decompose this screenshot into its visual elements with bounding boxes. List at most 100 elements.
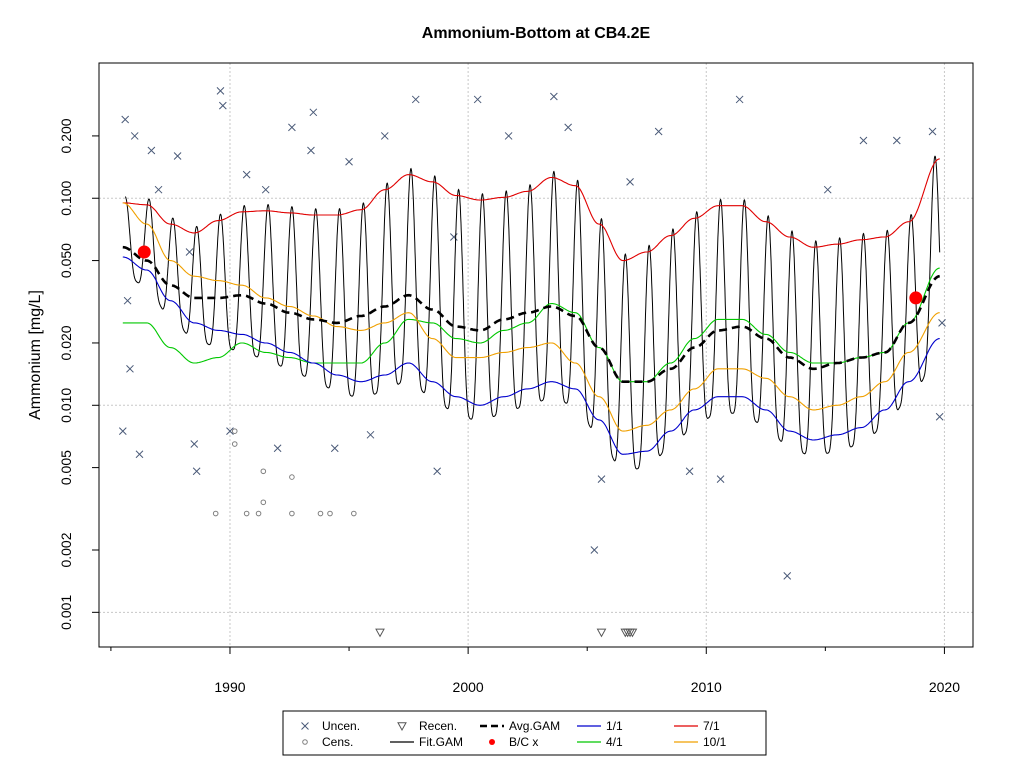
legend-cens-icon: [302, 739, 308, 745]
recen-point: [375, 628, 385, 638]
bc-point: [137, 245, 151, 259]
series-line-oct1: [122, 202, 940, 432]
uncen-point: [173, 152, 182, 160]
recen-point: [627, 628, 638, 638]
uncen-point: [218, 101, 227, 110]
recen-point: [596, 628, 607, 638]
cens-point: [317, 510, 324, 517]
chart-title: Ammonium-Bottom at CB4.2E: [422, 25, 651, 42]
avg-gam-line: [122, 245, 940, 383]
series-line-jan1: [122, 256, 940, 455]
cens-point: [231, 428, 238, 434]
legend-label-avg_gam: Avg.GAM: [509, 719, 560, 733]
y-axis: 0.001 0.002 0.005 0.010 0.020 0.050 0.100 0.200: [58, 118, 99, 630]
uncen-point: [288, 123, 296, 132]
uncen-point: [135, 450, 144, 459]
legend-label-jan1: 1/1: [606, 719, 623, 733]
legend-label-bc: B/C x: [509, 735, 538, 749]
legend-label-recen: Recen.: [419, 719, 457, 733]
series-line-jul1: [122, 158, 940, 262]
y-tick-label: 0.010: [58, 388, 74, 423]
uncen-point: [185, 248, 194, 256]
uncen-point: [928, 127, 937, 136]
uncen-point: [123, 296, 132, 305]
uncen-point: [433, 467, 442, 476]
legend-label-jul1: 7/1: [703, 719, 720, 733]
uncen-point: [154, 185, 163, 194]
uncen-point: [938, 319, 946, 327]
uncen-point: [859, 136, 868, 145]
uncen-point: [597, 475, 606, 483]
y-tick-label: 0.050: [58, 243, 74, 278]
legend-recen-icon: [397, 722, 407, 732]
uncen-point: [130, 132, 139, 140]
y-tick-label: 0.001: [58, 595, 74, 630]
series-lines: [122, 155, 941, 470]
uncen-point: [261, 185, 270, 194]
uncen-point: [345, 157, 353, 166]
legend-label-cens: Cens.: [322, 735, 353, 749]
uncen-point: [411, 95, 420, 104]
uncen-point: [626, 177, 634, 186]
cens-point: [243, 510, 250, 517]
uncen-point: [550, 92, 558, 101]
uncen-point: [823, 185, 832, 194]
legend-label-fit_gam: Fit.GAM: [419, 735, 463, 749]
legend-bc-icon: [489, 739, 495, 745]
uncen-point: [892, 136, 901, 145]
uncen-point: [685, 467, 694, 476]
cens-point: [255, 510, 262, 517]
uncen-point: [216, 87, 225, 95]
cens-point: [231, 441, 238, 447]
uncen-point: [121, 115, 130, 124]
uncen-point: [504, 132, 513, 140]
bc-point: [909, 291, 923, 305]
fit-gam-line: [124, 155, 941, 470]
uncen-point: [590, 546, 599, 554]
grid-lines: [99, 63, 973, 647]
uncen-point: [190, 440, 199, 448]
y-axis-label: Ammonium [mg/L]: [27, 290, 44, 420]
uncen-point: [242, 170, 251, 179]
legend-label-oct1: 10/1: [703, 735, 727, 749]
data-marks: [118, 87, 946, 638]
uncen-point: [309, 108, 318, 117]
uncen-point: [118, 427, 127, 436]
uncen-point: [126, 364, 134, 373]
uncen-point: [366, 430, 375, 439]
cens-point: [289, 474, 295, 480]
series-line-apr1: [122, 267, 940, 383]
cens-point: [351, 510, 357, 517]
legend-label-uncen: Uncen.: [322, 719, 360, 733]
uncen-point: [564, 123, 573, 132]
uncen-point: [380, 132, 389, 140]
legend-label-apr1: 4/1: [606, 735, 623, 749]
plot-frame: [98, 62, 974, 648]
uncen-point: [273, 444, 282, 453]
legend-box: [282, 710, 767, 756]
cens-point: [327, 510, 333, 517]
uncen-point: [473, 95, 482, 104]
cens-point: [212, 510, 219, 517]
y-tick-label: 0.020: [58, 325, 74, 360]
cens-point: [260, 499, 267, 506]
x-tick-label: 2010: [691, 679, 722, 695]
uncen-point: [935, 412, 944, 421]
y-tick-label: 0.005: [58, 450, 74, 485]
uncen-point: [226, 427, 234, 436]
uncen-point: [654, 127, 663, 136]
uncen-point: [783, 572, 792, 580]
uncen-point: [192, 467, 201, 476]
uncen-point: [449, 233, 458, 241]
cens-point: [260, 468, 267, 475]
x-tick-label: 1990: [214, 679, 245, 695]
uncen-point: [716, 475, 725, 483]
y-tick-label: 0.002: [58, 532, 74, 567]
y-tick-label: 0.100: [58, 181, 74, 216]
legend-uncen-icon: [301, 722, 309, 730]
uncen-point: [307, 146, 315, 155]
uncen-point: [147, 146, 156, 155]
y-tick-label: 0.200: [58, 118, 74, 153]
x-tick-label: 2000: [453, 679, 484, 695]
